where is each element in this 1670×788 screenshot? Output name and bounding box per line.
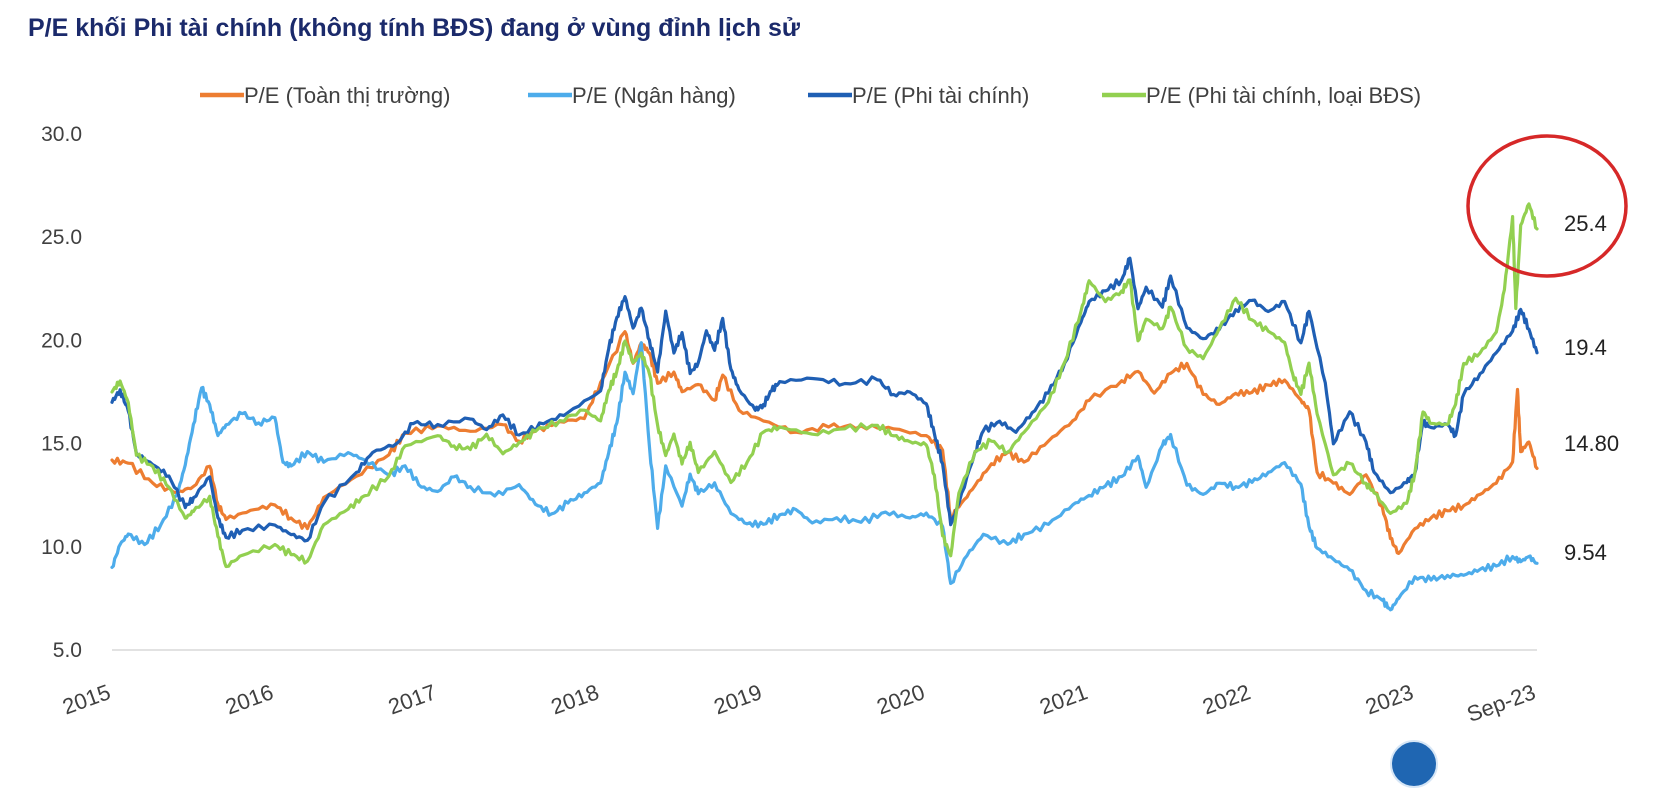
x-tick-label: Sep-23 xyxy=(1463,679,1538,727)
x-tick-label: 2015 xyxy=(59,679,114,719)
y-tick-label: 30.0 xyxy=(41,123,82,146)
series-end-value: 9.54 xyxy=(1564,540,1607,565)
highlight-circle xyxy=(1466,134,1628,278)
legend-label: P/E (Ngân hàng) xyxy=(572,83,736,108)
series-end-value: 14.80 xyxy=(1564,431,1619,456)
x-tick-label: 2016 xyxy=(222,679,277,719)
legend-label: P/E (Phi tài chính) xyxy=(852,83,1029,108)
legend-label: P/E (Phi tài chính, loại BĐS) xyxy=(1146,83,1421,108)
y-tick-label: 15.0 xyxy=(41,433,82,456)
pe-line-chart: 30.0 25.0 20.0 15.0 10.0 5.0 2015 2016 2017 2018… xyxy=(41,83,1628,727)
y-tick-label: 10.0 xyxy=(41,536,82,559)
x-tick-label: 2021 xyxy=(1036,679,1091,719)
series-end-value: 25.4 xyxy=(1564,211,1607,236)
series-lines xyxy=(110,202,1539,612)
legend: P/E (Toàn thị trường) P/E (Ngân hàng) P/E … xyxy=(200,83,1421,108)
x-tick-label: 2022 xyxy=(1199,679,1254,719)
y-tick-label: 25.0 xyxy=(41,226,82,249)
y-tick-label: 20.0 xyxy=(41,329,82,352)
chart-title: P/E khối Phi tài chính (không tính BĐS) … xyxy=(28,14,800,42)
y-axis: 30.0 25.0 20.0 15.0 10.0 5.0 xyxy=(41,123,82,662)
series-line xyxy=(110,341,1539,612)
end-labels: 14.80 9.54 19.4 25.4 xyxy=(1564,211,1619,565)
brand-logo-icon xyxy=(1390,740,1438,788)
legend-label: P/E (Toàn thị trường) xyxy=(244,83,450,108)
y-tick-label: 5.0 xyxy=(53,639,82,662)
series-line xyxy=(110,202,1539,569)
x-tick-label: 2019 xyxy=(711,679,766,719)
x-tick-label: 2020 xyxy=(873,679,928,719)
x-axis: 2015 2016 2017 2018 2019 2020 2021 2022 2023 Sep-… xyxy=(59,679,1539,727)
series-end-value: 19.4 xyxy=(1564,335,1607,360)
x-tick-label: 2023 xyxy=(1362,679,1417,719)
x-tick-label: 2018 xyxy=(548,679,603,719)
series-line xyxy=(110,256,1539,543)
x-tick-label: 2017 xyxy=(385,679,440,719)
